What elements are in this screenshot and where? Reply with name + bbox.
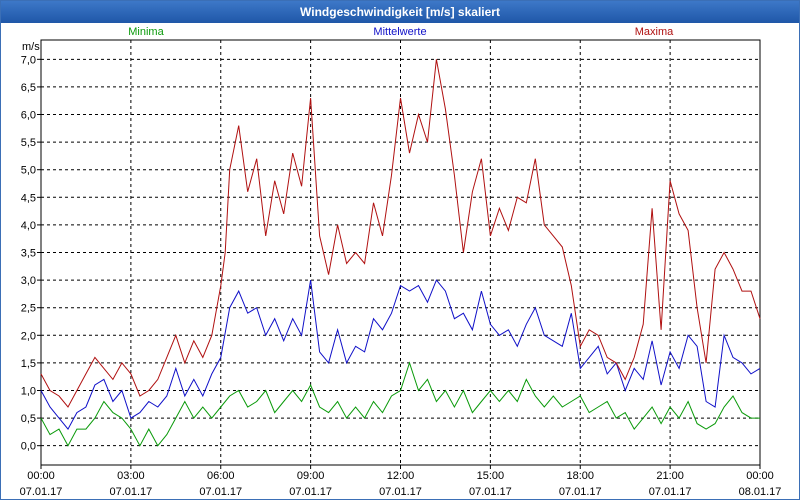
- x-tick-time-label: 00:00: [27, 470, 55, 482]
- y-axis: 0,0 0,5 1,0 1,5 2,0 2,5 3,0 3,5 4,0 4,5 5,0 5,5 6,0 6…: [21, 54, 41, 453]
- x-tick-date-label: 07.01.17: [289, 486, 332, 498]
- y-tick-label: 4,5: [21, 192, 36, 204]
- legend-entry-maxima: Maxima: [635, 26, 674, 38]
- wind-speed-chart: 0,0 0,5 1,0 1,5 2,0 2,5 3,0 3,5 4,0 4,5 5,0 5,5 6,0 6…: [20, 26, 782, 498]
- legend-entry-minima: Minima: [128, 26, 164, 38]
- y-tick-label: 5,5: [21, 137, 36, 149]
- legend-entry-mittelwerte: Mittelwerte: [373, 26, 426, 38]
- series-lines: [40, 59, 761, 447]
- y-tick-label: 2,5: [21, 303, 36, 315]
- x-tick-date-label: 07.01.17: [379, 486, 422, 498]
- grid-lines: [41, 40, 760, 465]
- x-tick-time-label: 09:00: [297, 470, 325, 482]
- y-tick-label: 6,0: [21, 110, 36, 122]
- y-tick-label: 6,5: [21, 82, 36, 94]
- series-line-minima: [40, 361, 760, 447]
- x-tick-date-label: 07.01.17: [649, 486, 692, 498]
- x-tick-time-label: 06:00: [207, 470, 235, 482]
- y-tick-label: 1,5: [21, 358, 36, 370]
- x-tick-date-label: 07.01.17: [559, 486, 602, 498]
- window-title: Windgeschwindigkeit [m/s] skaliert: [1, 1, 799, 23]
- x-tick-time-label: 03:00: [117, 470, 145, 482]
- y-tick-label: 7,0: [21, 54, 36, 66]
- x-tick-date-label: 07.01.17: [20, 486, 63, 498]
- x-tick-time-label: 18:00: [566, 470, 594, 482]
- x-tick-time-label: 21:00: [656, 470, 684, 482]
- series-line-mittelwerte: [40, 279, 761, 430]
- x-tick-time-label: 15:00: [477, 470, 505, 482]
- y-axis-label: m/s: [22, 41, 40, 53]
- x-tick-time-label: 00:00: [746, 470, 774, 482]
- x-tick-date-label: 07.01.17: [469, 486, 512, 498]
- x-tick-date-label: 07.01.17: [199, 486, 242, 498]
- y-tick-label: 0,5: [21, 413, 36, 425]
- y-tick-label: 2,0: [21, 330, 36, 342]
- y-tick-label: 1,0: [21, 385, 36, 397]
- y-tick-label: 0,0: [21, 441, 36, 453]
- y-tick-label: 3,5: [21, 248, 36, 260]
- series-line-maxima: [40, 59, 761, 408]
- x-tick-date-label: 07.01.17: [109, 486, 152, 498]
- y-tick-label: 4,0: [21, 220, 36, 232]
- x-tick-date-label: 08.01.17: [739, 486, 782, 498]
- y-tick-label: 3,0: [21, 275, 36, 287]
- y-tick-label: 5,0: [21, 165, 36, 177]
- x-tick-time-label: 12:00: [387, 470, 415, 482]
- legend: Minima Mittelwerte Maxima: [128, 26, 674, 38]
- x-axis: 00:00 07.01.17 03:00 07.01.17 06:00 07.01.17 0…: [20, 465, 782, 498]
